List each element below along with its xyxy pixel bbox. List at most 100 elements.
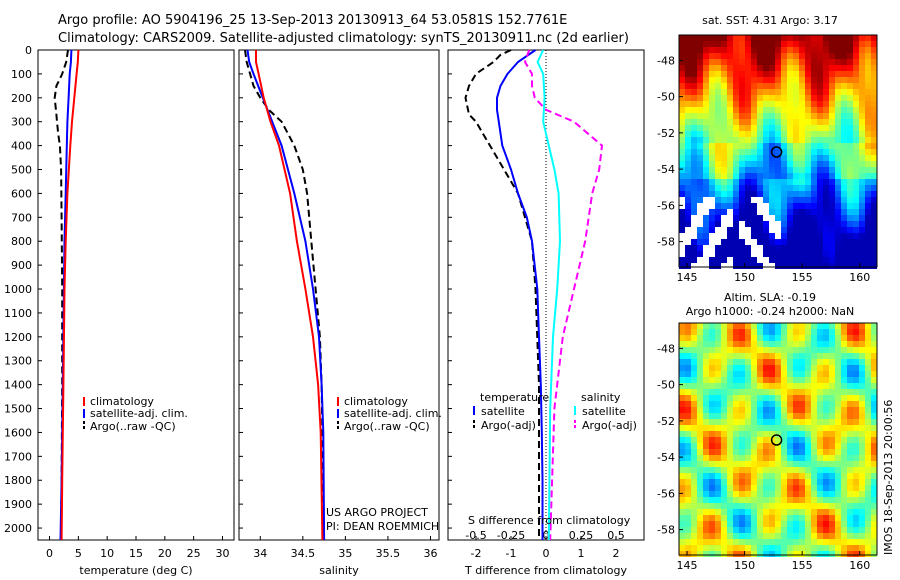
sst-cell xyxy=(871,149,877,155)
sst-cell xyxy=(703,65,709,71)
sst-cell xyxy=(739,161,745,167)
sla-cell xyxy=(793,413,799,419)
sst-cell xyxy=(715,215,721,221)
sla-cell xyxy=(823,323,829,329)
sst-cell xyxy=(865,71,871,77)
sst-cell xyxy=(781,101,787,107)
sst-cell xyxy=(847,155,853,161)
sla-cell xyxy=(805,545,811,551)
sla-cell xyxy=(859,383,865,389)
sla-cell xyxy=(823,443,829,449)
sla-cell xyxy=(859,341,865,347)
sst-cell xyxy=(739,77,745,83)
sla-cell xyxy=(853,527,859,533)
sla-cell xyxy=(841,485,847,491)
sst-cell xyxy=(829,77,835,83)
sst-cell xyxy=(835,161,841,167)
sst-cell xyxy=(733,125,739,131)
sla-cell xyxy=(751,467,757,473)
sla-cell xyxy=(715,437,721,443)
sst-cell xyxy=(685,41,691,47)
sla-cell xyxy=(835,533,841,539)
sst-cell xyxy=(715,113,721,119)
sst-cell xyxy=(847,83,853,89)
sla-cell xyxy=(727,545,733,551)
sla-cell xyxy=(703,383,709,389)
sst-cell xyxy=(721,47,727,53)
sst-cell xyxy=(727,167,733,173)
sla-cell xyxy=(853,323,859,329)
sst-cell xyxy=(715,179,721,185)
sla-cell xyxy=(787,461,793,467)
sla-cell xyxy=(703,497,709,503)
sst-cell xyxy=(757,143,763,149)
sst-cell xyxy=(799,197,805,203)
sst-cell xyxy=(799,203,805,209)
sla-cell xyxy=(799,479,805,485)
sla-cell xyxy=(679,443,685,449)
sla-cell xyxy=(727,353,733,359)
sla-cell xyxy=(733,527,739,533)
sla-cell xyxy=(745,341,751,347)
sst-cell xyxy=(739,233,745,239)
sla-cell xyxy=(871,515,877,521)
sst-cell xyxy=(799,185,805,191)
sst-cell xyxy=(769,137,775,143)
sst-cell xyxy=(823,53,829,59)
sla-cell xyxy=(817,425,823,431)
x-tick-label: 36 xyxy=(423,547,437,560)
sla-cell xyxy=(757,503,763,509)
sla-cell xyxy=(835,497,841,503)
sst-cell xyxy=(703,167,709,173)
salinity-legend: climatology satellite-adj. clim. Argo(..… xyxy=(337,395,442,433)
sst-cell xyxy=(793,59,799,65)
sst-cell xyxy=(769,185,775,191)
sla-cell xyxy=(745,329,751,335)
sst-cell xyxy=(865,119,871,125)
sst-cell xyxy=(853,173,859,179)
sst-cell xyxy=(733,245,739,251)
sst-cell xyxy=(823,155,829,161)
map-ytick-label: -56 xyxy=(657,487,675,500)
sla-cell xyxy=(709,431,715,437)
sla-cell xyxy=(871,419,877,425)
sst-cell xyxy=(793,113,799,119)
sla-cell xyxy=(715,401,721,407)
sla-cell xyxy=(799,455,805,461)
sla-cell xyxy=(715,485,721,491)
sla-cell xyxy=(745,515,751,521)
sla-cell xyxy=(865,407,871,413)
sst-cell xyxy=(679,221,685,227)
sst-cell xyxy=(787,155,793,161)
sla-cell xyxy=(823,551,829,557)
sst-cell xyxy=(805,185,811,191)
sst-cell xyxy=(739,173,745,179)
sst-cell xyxy=(703,209,709,215)
sla-cell xyxy=(721,341,727,347)
depth-tick-label: 500 xyxy=(11,164,32,177)
sla-cell xyxy=(745,479,751,485)
sla-cell xyxy=(709,425,715,431)
sst-cell xyxy=(799,119,805,125)
sst-cell xyxy=(709,95,715,101)
sst-cell xyxy=(691,47,697,53)
sla-cell xyxy=(727,383,733,389)
sst-cell xyxy=(859,239,865,245)
sst-cell xyxy=(811,35,817,41)
sst-cell xyxy=(853,257,859,263)
sla-cell xyxy=(685,491,691,497)
sla-cell xyxy=(685,515,691,521)
sst-cell xyxy=(835,185,841,191)
sla-cell xyxy=(715,413,721,419)
sla-cell xyxy=(703,323,709,329)
sla-cell xyxy=(823,455,829,461)
sst-cell xyxy=(847,137,853,143)
sst-cell xyxy=(775,209,781,215)
sst-cell xyxy=(811,71,817,77)
sst-cell xyxy=(721,83,727,89)
sla-cell xyxy=(709,359,715,365)
sla-cell xyxy=(691,533,697,539)
depth-tick-label: 700 xyxy=(11,211,32,224)
sla-cell xyxy=(715,443,721,449)
